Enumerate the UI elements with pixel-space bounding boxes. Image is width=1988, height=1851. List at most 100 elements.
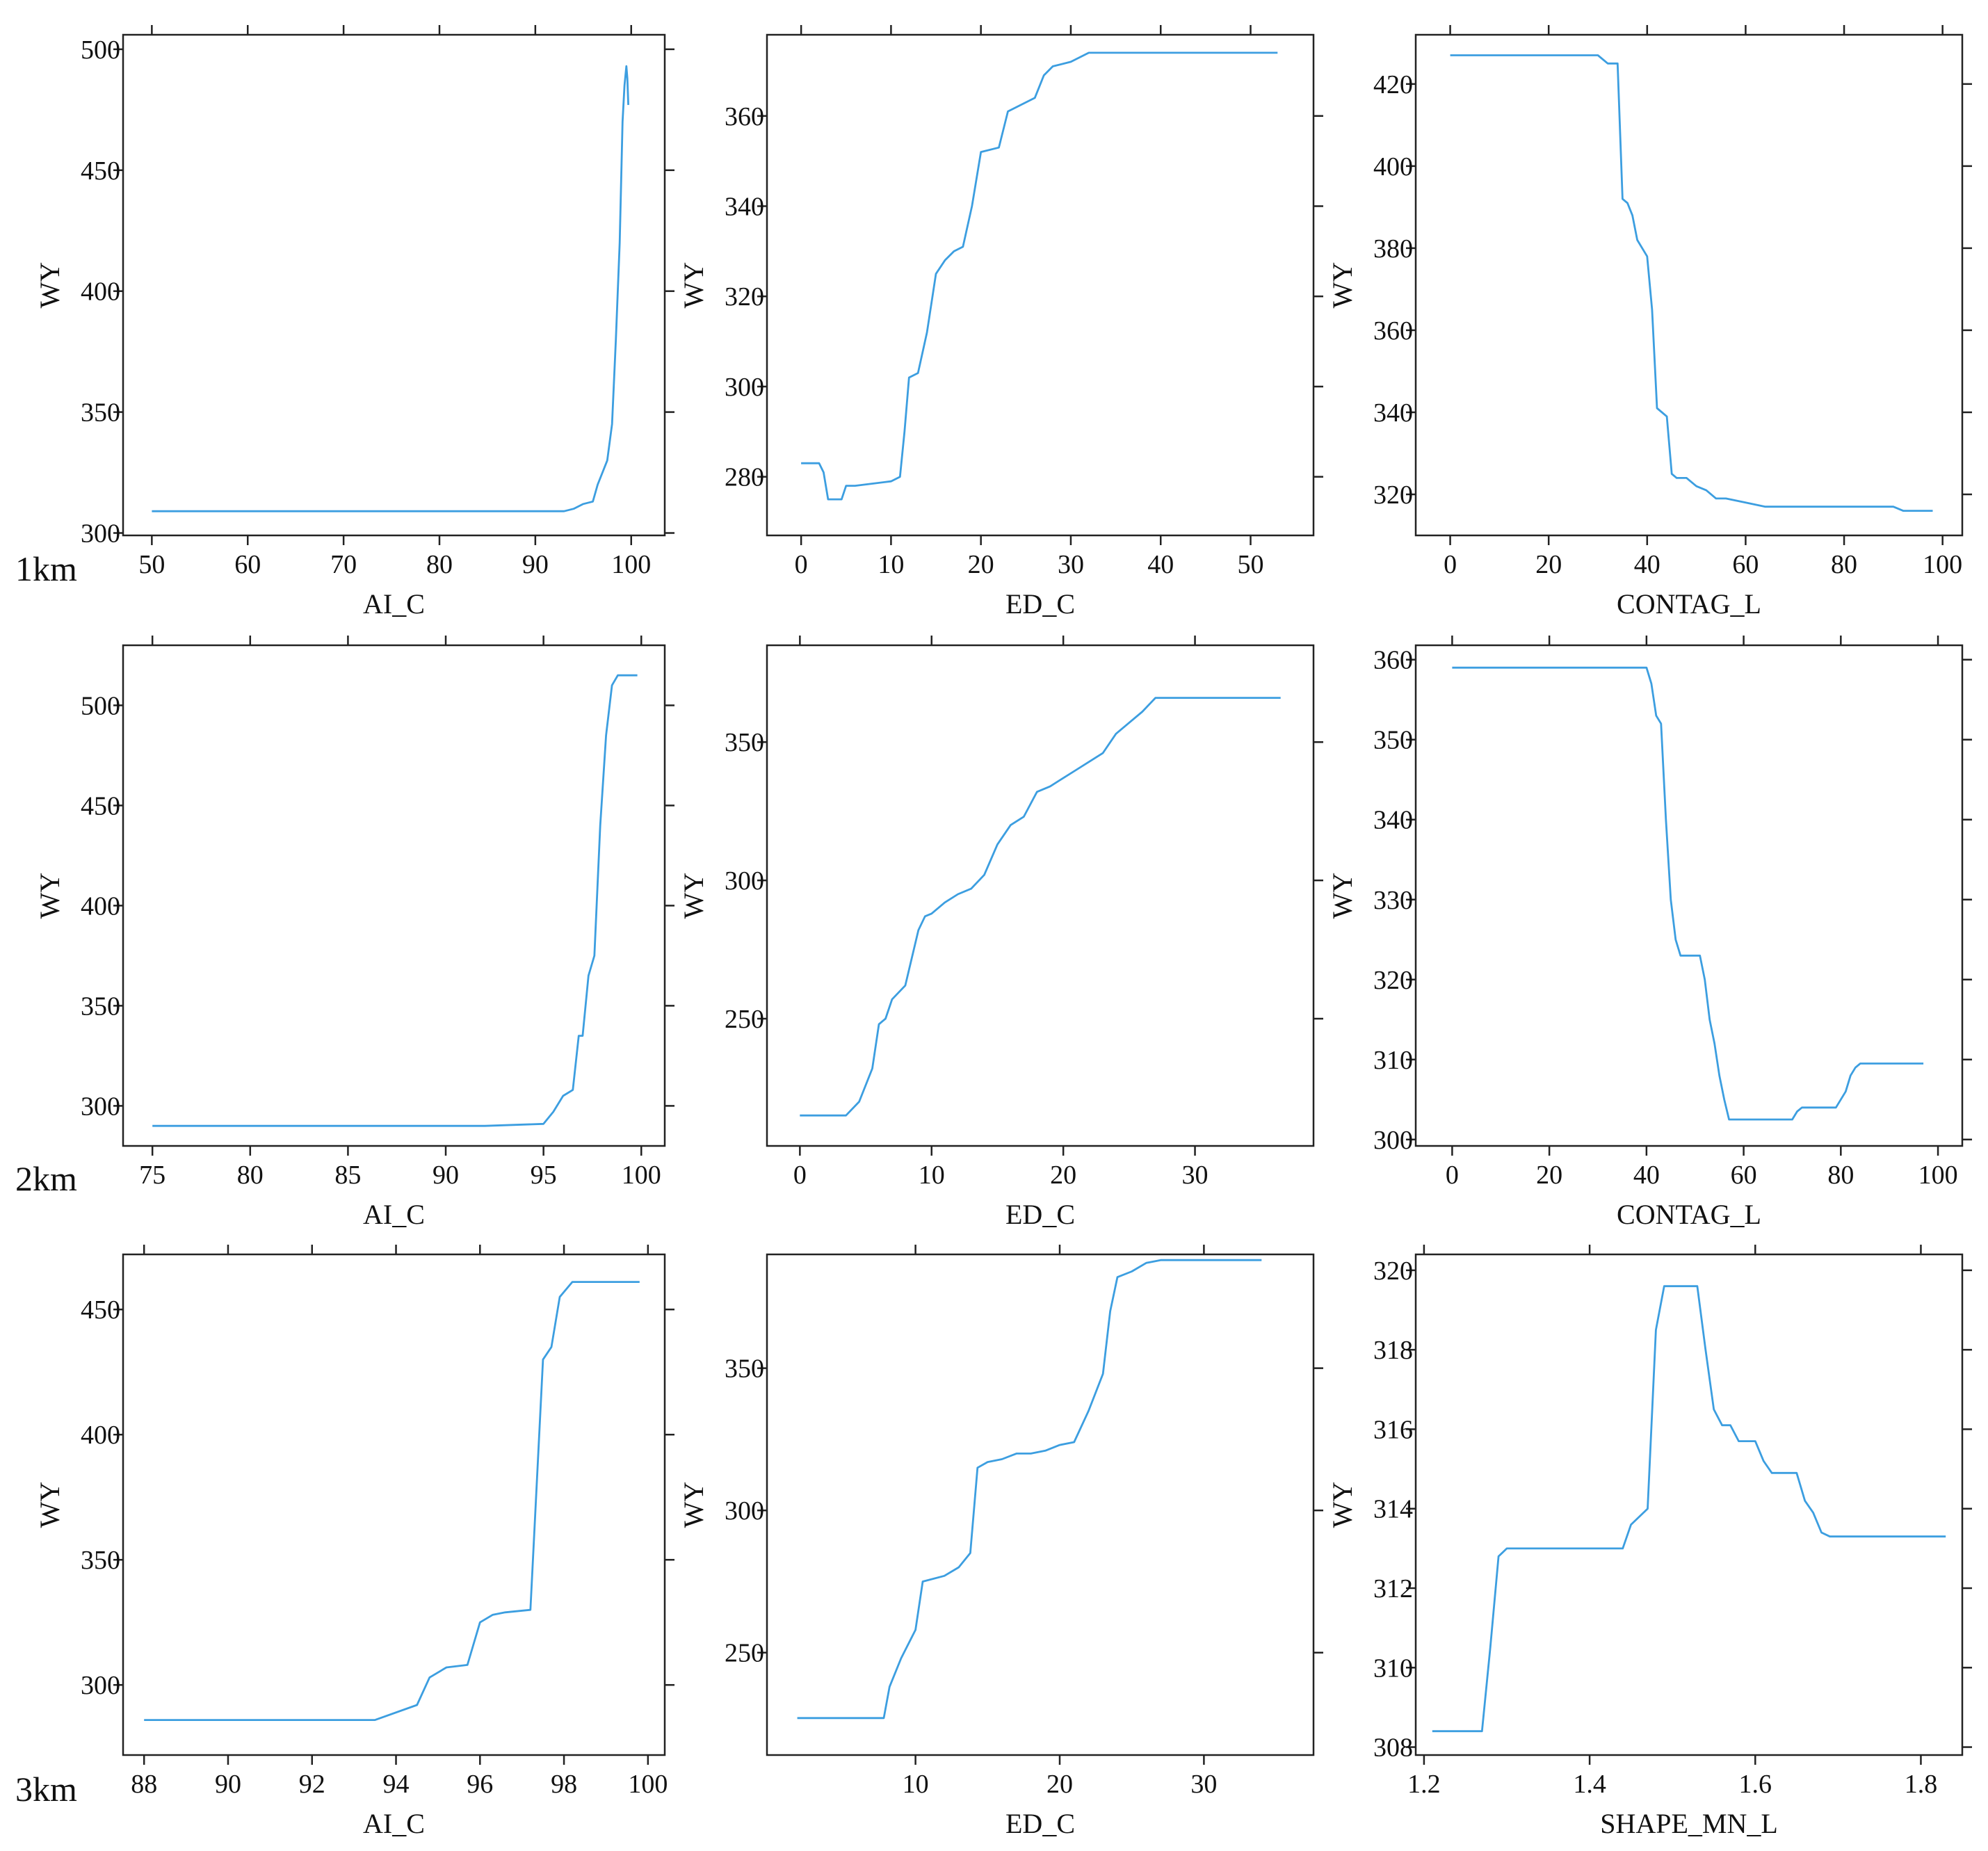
data-series-line [1452,666,1924,1121]
y-tick-label: 318 [1373,1336,1413,1365]
y-tick-label: 350 [725,728,764,757]
x-tick-label: 88 [131,1770,157,1799]
y-tick-label: 400 [81,891,120,921]
y-tick-label: 350 [725,1355,764,1384]
y-tick-label: 314 [1373,1495,1413,1524]
x-tick-label: 100 [622,1161,661,1190]
y-tick-label: 300 [1373,1126,1413,1155]
plot-frame [766,644,1315,1147]
x-tick-label: 10 [903,1770,929,1799]
x-tick-label: 1.6 [1739,1770,1772,1799]
x-tick-label: 94 [383,1770,410,1799]
x-tick-label: 0 [795,550,808,579]
y-tick-label: 500 [81,35,120,65]
chart-panel-5: 0 10 20 30 250 300 350 ED_C WY [678,636,1323,1230]
chart-panel-8: 10 20 30 250 300 350 ED_C WY [678,1245,1323,1839]
plot-frame [766,1253,1315,1756]
chart-panel-1: 50 60 70 80 90 100 300 350 400 450 500 AI_C WY [34,25,674,620]
y-tick-label: 400 [1373,152,1413,181]
x-tick-label: 10 [878,550,904,579]
x-tick-label: 10 [919,1161,945,1190]
y-axis-label: WY [34,873,65,919]
y-axis-label: WY [678,262,709,309]
x-tick-label: 1.4 [1573,1770,1606,1799]
chart-panel-9: 1.2 1.4 1.6 1.8 308 310 312 314 316 318 320 SHAPE_M… [1327,1245,1972,1839]
plot-frame [122,33,666,537]
x-tick-label: 90 [433,1161,459,1190]
x-tick-label: 92 [299,1770,325,1799]
y-tick-label: 320 [1373,966,1413,995]
x-tick-label: 60 [1732,550,1759,579]
x-tick-label: 20 [1535,550,1562,579]
x-tick-label: 50 [138,550,165,579]
x-tick-label: 0 [793,1161,807,1190]
x-tick-label: 85 [334,1161,361,1190]
x-tick-label: 30 [1058,550,1084,579]
data-series-line [152,674,638,1127]
y-tick-label: 300 [81,519,120,549]
plot-frame [1414,33,1964,537]
data-series-line [801,51,1278,501]
x-tick-label: 80 [237,1161,264,1190]
row-label-1km: 1km [15,549,77,588]
row-label-3km: 3km [15,1770,77,1809]
y-tick-label: 312 [1373,1574,1413,1603]
y-tick-label: 350 [1373,726,1413,755]
x-tick-label: 100 [611,550,651,579]
chart-panel-6: 0 20 40 60 80 100 300 310 320 330 340 350 360 CONTAG_… [1327,636,1972,1230]
x-tick-label: 80 [1827,1161,1854,1190]
plot-frame [1414,644,1964,1147]
data-series-line [797,1259,1262,1720]
x-axis-label: AI_C [363,1808,425,1839]
data-series-line [1432,1285,1946,1733]
x-tick-label: 95 [531,1161,557,1190]
x-tick-label: 20 [1536,1161,1562,1190]
chart-panel-4: 75 80 85 90 95 100 300 350 400 450 500 AI_C WY [34,636,674,1230]
x-tick-label: 40 [1633,1161,1660,1190]
y-tick-label: 330 [1373,886,1413,915]
y-tick-label: 300 [725,373,764,402]
chart-panel-2: 0 10 20 30 40 50 280 300 320 340 360 ED_C WY [678,25,1323,620]
y-tick-label: 320 [725,282,764,312]
x-axis-label: AI_C [363,1199,425,1230]
x-axis-label: AI_C [363,588,425,620]
y-tick-label: 400 [81,1421,120,1450]
x-tick-label: 30 [1190,1770,1217,1799]
x-tick-label: 80 [1831,550,1857,579]
y-tick-label: 400 [81,277,120,307]
x-tick-label: 60 [234,550,261,579]
x-axis-label: CONTAG_L [1617,588,1761,620]
data-series-line [1450,54,1933,512]
x-tick-label: 20 [1050,1161,1076,1190]
y-tick-label: 300 [725,1496,764,1526]
y-tick-label: 310 [1373,1046,1413,1075]
x-tick-label: 30 [1182,1161,1209,1190]
x-tick-label: 100 [628,1770,668,1799]
x-tick-label: 50 [1238,550,1264,579]
x-tick-label: 40 [1634,550,1660,579]
x-axis-label: ED_C [1005,588,1075,620]
x-tick-label: 100 [1918,1161,1958,1190]
y-axis-label: WY [1327,873,1358,919]
y-tick-label: 300 [81,1092,120,1121]
x-tick-label: 20 [1046,1770,1073,1799]
y-tick-label: 320 [1373,480,1413,510]
x-tick-label: 1.2 [1407,1770,1441,1799]
y-axis-label: WY [34,262,65,309]
y-tick-label: 340 [1373,806,1413,835]
y-tick-label: 450 [81,791,120,821]
x-tick-label: 60 [1731,1161,1757,1190]
x-tick-label: 75 [139,1161,165,1190]
y-tick-label: 300 [725,866,764,896]
plot-frame [1414,1253,1964,1756]
y-axis-label: WY [1327,1482,1358,1528]
x-axis-label: SHAPE_MN_L [1600,1808,1778,1839]
x-axis-label: ED_C [1005,1808,1075,1839]
y-axis-label: WY [678,873,709,919]
x-tick-label: 90 [215,1770,241,1799]
x-tick-label: 100 [1923,550,1962,579]
y-tick-label: 360 [725,102,764,131]
y-tick-label: 316 [1373,1415,1413,1444]
